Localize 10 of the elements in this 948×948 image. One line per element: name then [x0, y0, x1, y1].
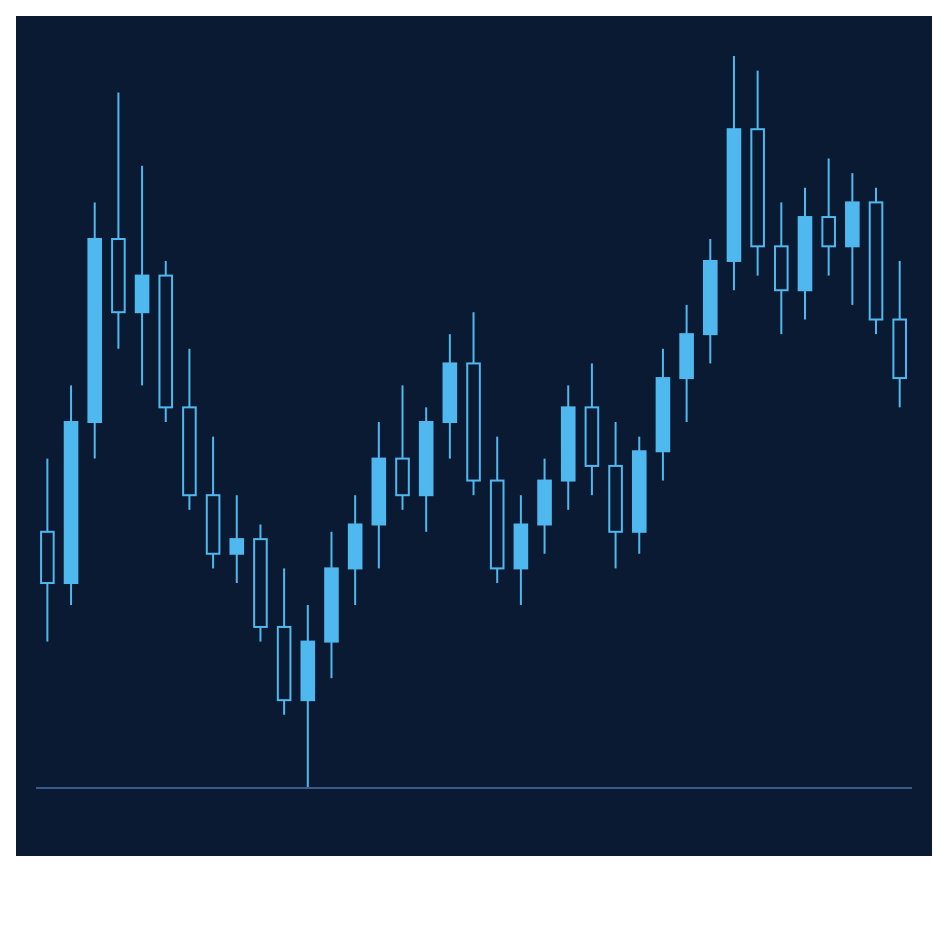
candlestick: [774, 201, 789, 336]
candlestick: [134, 164, 150, 387]
candlestick: [845, 172, 860, 306]
candlestick: [513, 494, 529, 606]
candlestick: [229, 494, 245, 585]
candlestick: [347, 494, 363, 606]
candlestick: [537, 457, 552, 555]
candlestick: [679, 303, 694, 423]
candlestick: [395, 384, 410, 511]
candlestick: [821, 157, 836, 277]
